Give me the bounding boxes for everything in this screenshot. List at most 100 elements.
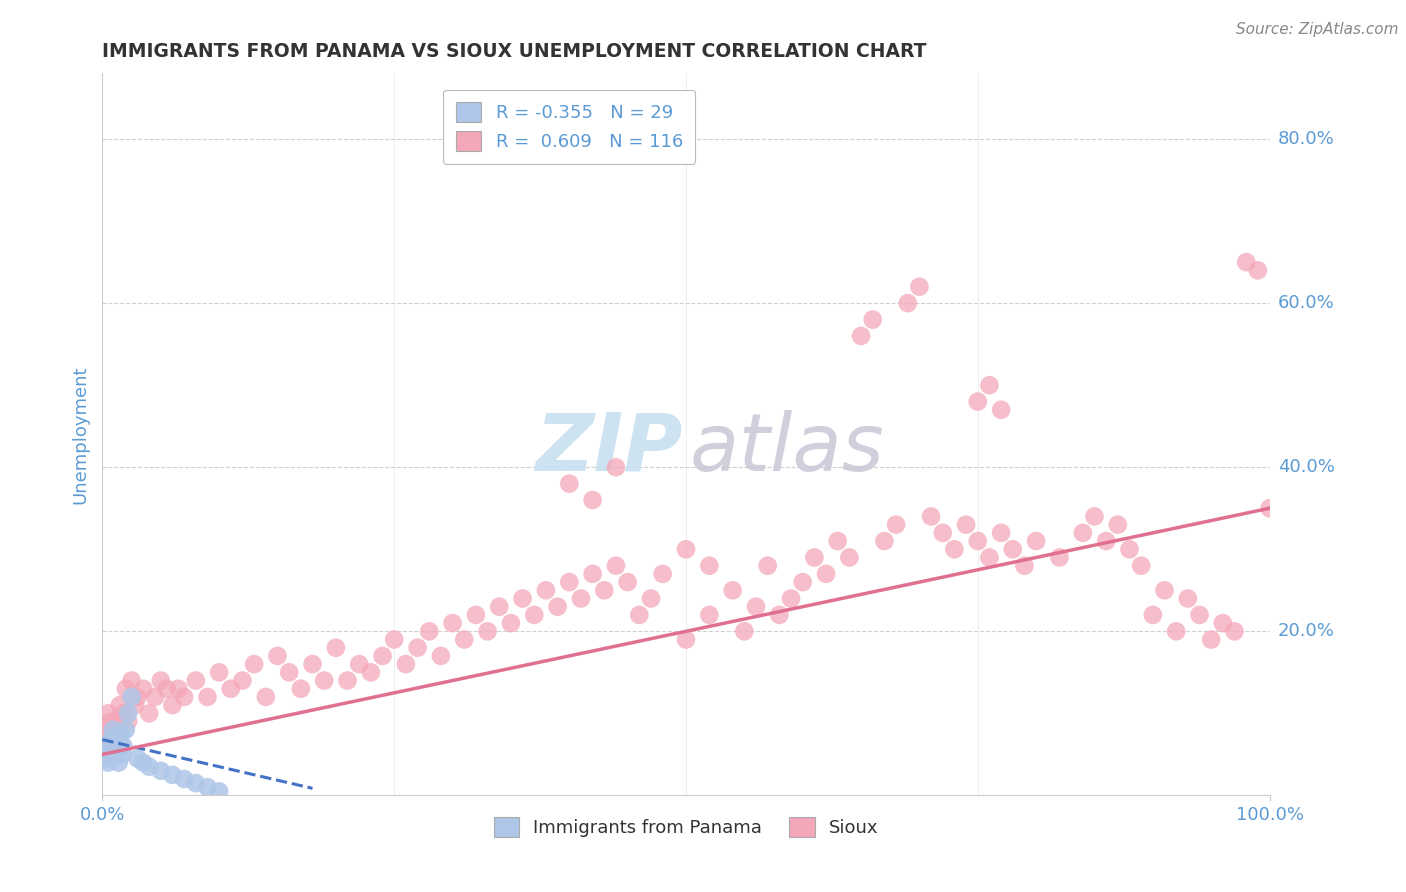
Point <box>1199 632 1222 647</box>
Point <box>127 690 149 704</box>
Point <box>94 751 117 765</box>
Point <box>849 329 872 343</box>
Point <box>100 731 122 745</box>
Text: 20.0%: 20.0% <box>1278 623 1334 640</box>
Point <box>103 747 125 762</box>
Point <box>1025 534 1047 549</box>
Point <box>558 575 581 590</box>
Point <box>873 534 896 549</box>
Point <box>97 706 120 721</box>
Point <box>943 542 966 557</box>
Point <box>815 566 838 581</box>
Point <box>110 727 132 741</box>
Point <box>640 591 662 606</box>
Point <box>979 378 1001 392</box>
Point <box>1071 525 1094 540</box>
Point <box>108 735 131 749</box>
Point <box>162 698 184 713</box>
Point <box>990 525 1012 540</box>
Point <box>1223 624 1246 639</box>
Point <box>94 743 117 757</box>
Text: IMMIGRANTS FROM PANAMA VS SIOUX UNEMPLOYMENT CORRELATION CHART: IMMIGRANTS FROM PANAMA VS SIOUX UNEMPLOY… <box>103 42 927 61</box>
Point <box>149 764 172 778</box>
Point <box>112 739 135 754</box>
Point <box>105 714 128 729</box>
Point <box>1095 534 1118 549</box>
Point <box>167 681 190 696</box>
Point <box>314 673 336 688</box>
Point <box>103 731 125 745</box>
Point <box>266 648 288 663</box>
Point <box>1153 583 1175 598</box>
Point <box>733 624 755 639</box>
Point <box>430 648 453 663</box>
Point <box>651 566 673 581</box>
Point <box>897 296 920 310</box>
Point <box>477 624 499 639</box>
Point <box>301 657 323 672</box>
Text: atlas: atlas <box>689 409 884 488</box>
Point <box>920 509 942 524</box>
Point <box>124 698 146 713</box>
Point <box>628 607 651 622</box>
Text: 40.0%: 40.0% <box>1278 458 1334 476</box>
Point <box>132 756 155 770</box>
Point <box>197 690 219 704</box>
Point <box>1142 607 1164 622</box>
Point <box>966 534 988 549</box>
Point <box>254 690 277 704</box>
Point <box>138 760 160 774</box>
Point <box>108 698 131 713</box>
Point <box>1247 263 1270 277</box>
Text: ZIP: ZIP <box>536 409 682 488</box>
Point <box>581 566 603 581</box>
Point <box>143 690 166 704</box>
Y-axis label: Unemployment: Unemployment <box>72 365 89 504</box>
Point <box>745 599 768 614</box>
Point <box>97 756 120 770</box>
Point <box>488 599 510 614</box>
Point <box>173 772 195 786</box>
Point <box>1188 607 1211 622</box>
Point <box>512 591 534 606</box>
Point <box>107 756 129 770</box>
Point <box>699 558 721 573</box>
Point <box>162 768 184 782</box>
Point <box>1001 542 1024 557</box>
Point <box>278 665 301 680</box>
Point <box>908 279 931 293</box>
Point <box>418 624 440 639</box>
Point <box>1130 558 1153 573</box>
Point <box>581 493 603 508</box>
Text: 60.0%: 60.0% <box>1278 294 1334 312</box>
Point <box>884 517 907 532</box>
Point <box>121 673 143 688</box>
Point <box>117 706 139 721</box>
Point <box>803 550 825 565</box>
Point <box>955 517 977 532</box>
Point <box>110 714 132 729</box>
Point <box>979 550 1001 565</box>
Point <box>838 550 860 565</box>
Point <box>104 739 127 754</box>
Legend: Immigrants from Panama, Sioux: Immigrants from Panama, Sioux <box>486 810 886 844</box>
Point <box>1083 509 1105 524</box>
Point <box>768 607 790 622</box>
Point <box>100 739 122 754</box>
Point <box>121 690 143 704</box>
Point <box>290 681 312 696</box>
Point <box>827 534 849 549</box>
Point <box>114 681 136 696</box>
Point <box>371 648 394 663</box>
Point <box>231 673 253 688</box>
Point <box>558 476 581 491</box>
Point <box>406 640 429 655</box>
Point <box>208 665 231 680</box>
Point <box>98 747 121 762</box>
Point <box>395 657 418 672</box>
Point <box>675 542 697 557</box>
Point <box>112 706 135 721</box>
Point <box>107 723 129 737</box>
Point <box>699 607 721 622</box>
Point <box>675 632 697 647</box>
